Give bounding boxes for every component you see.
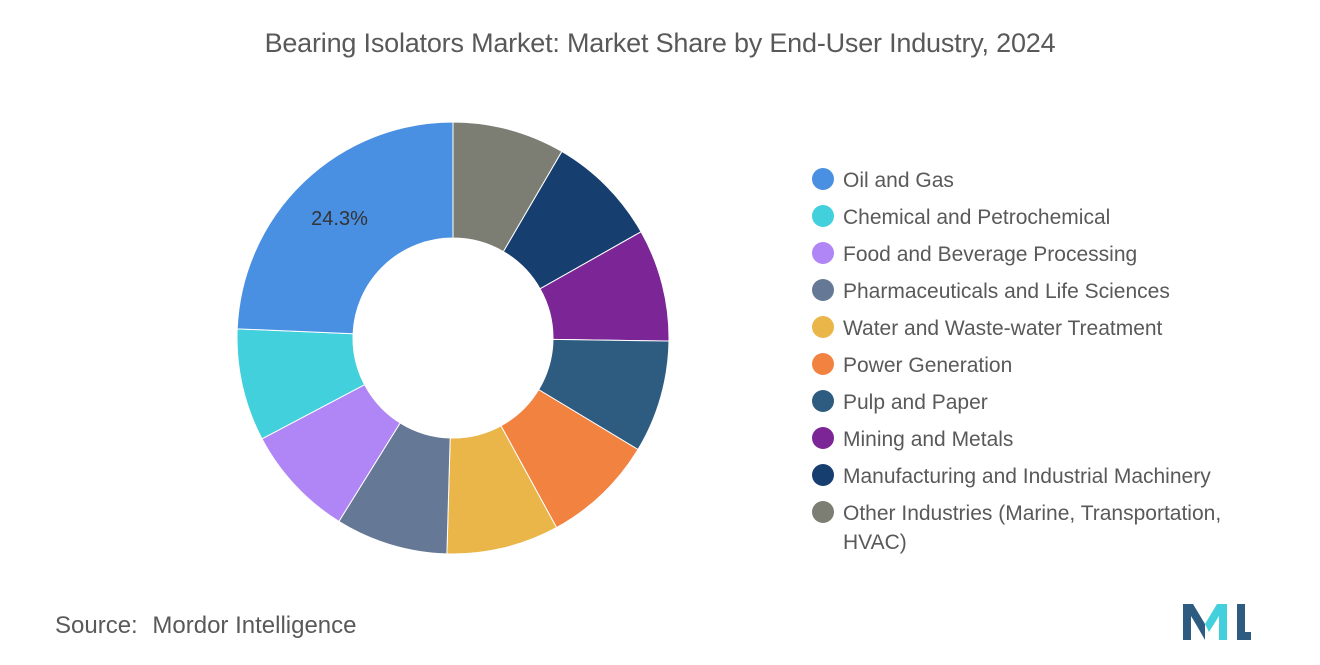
legend-label: Power Generation: [843, 354, 1013, 377]
legend-label: Pulp and Paper: [843, 391, 988, 414]
source-note: Source: Mordor Intelligence: [55, 612, 357, 640]
legend-swatch: [812, 316, 834, 338]
legend-label: Mining and Metals: [843, 428, 1014, 451]
legend-label: Food and Beverage Processing: [843, 243, 1138, 266]
donut-chart: 24.3%: [236, 121, 670, 555]
legend-item: Mining and Metals: [812, 425, 1282, 454]
logo-right-stroke: [1229, 604, 1251, 640]
logo-left-stroke: [1183, 604, 1205, 640]
legend-item: Pharmaceuticals and Life Sciences: [812, 277, 1282, 306]
legend-label: Manufacturing and Industrial Machinery: [843, 465, 1211, 488]
legend-label: Oil and Gas: [843, 169, 954, 192]
legend-item: Chemical and Petrochemical: [812, 203, 1282, 232]
donut-slice-oil-and-gas: [236, 121, 454, 335]
legend-item: Power Generation: [812, 351, 1282, 380]
legend-swatch: [812, 205, 834, 227]
legend-label: Water and Waste-water Treatment: [843, 317, 1163, 340]
mordor-intelligence-logo: [1183, 604, 1251, 640]
legend-swatch: [812, 501, 834, 523]
legend-label: Pharmaceuticals and Life Sciences: [843, 280, 1170, 303]
legend-swatch: [812, 279, 834, 301]
legend-swatch: [812, 427, 834, 449]
legend-item: Food and Beverage Processing: [812, 240, 1282, 269]
logo-mid-stroke: [1205, 604, 1227, 640]
legend-label: Chemical and Petrochemical: [843, 206, 1111, 229]
legend-label: Other Industries (Marine, Transportation…: [843, 502, 1222, 554]
legend-swatch: [812, 353, 834, 375]
source-label: Source:: [55, 612, 138, 639]
source-value: Mordor Intelligence: [152, 612, 357, 639]
legend-swatch: [812, 168, 834, 190]
legend-item: Pulp and Paper: [812, 388, 1282, 417]
legend-swatch: [812, 464, 834, 486]
legend-item: Other Industries (Marine, Transportation…: [812, 499, 1282, 557]
chart-legend: Oil and Gas Chemical and Petrochemical Foo…: [812, 166, 1282, 565]
data-label: 24.3%: [311, 208, 368, 230]
chart-title: Bearing Isolators Market: Market Share b…: [264, 28, 1056, 58]
legend-item: Water and Waste-water Treatment: [812, 314, 1282, 343]
legend-swatch: [812, 242, 834, 264]
legend-item: Oil and Gas: [812, 166, 1282, 195]
legend-swatch: [812, 390, 834, 412]
legend-item: Manufacturing and Industrial Machinery: [812, 462, 1282, 491]
